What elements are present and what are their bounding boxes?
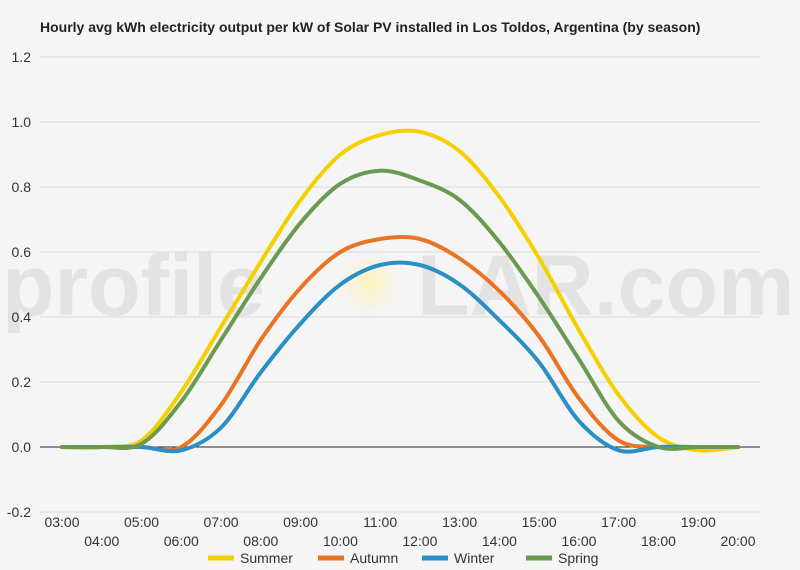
legend: Summer Autumn Winter Spring (208, 550, 598, 566)
legend-item-summer: Summer (208, 550, 293, 566)
y-tick-label: 1.2 (12, 49, 32, 65)
x-tick-label: 07:00 (204, 514, 239, 530)
x-tick-label: 13:00 (442, 514, 477, 530)
x-tick-label: 04:00 (84, 533, 119, 549)
legend-item-autumn: Autumn (318, 550, 398, 566)
watermark: profile LAR.com (2, 238, 794, 334)
legend-label: Spring (558, 550, 598, 566)
x-tick-label: 17:00 (601, 514, 636, 530)
x-tick-label: 05:00 (124, 514, 159, 530)
x-tick-label: 10:00 (323, 533, 358, 549)
x-tick-label: 06:00 (164, 533, 199, 549)
legend-item-spring: Spring (526, 550, 598, 566)
chart-title: Hourly avg kWh electricity output per kW… (40, 19, 701, 35)
series-line-winter (60, 260, 740, 454)
x-tick-label: 03:00 (44, 514, 79, 530)
y-tick-label: 0.0 (12, 439, 32, 455)
x-tick-label: 12:00 (402, 533, 437, 549)
watermark-text-left: profile (2, 238, 265, 334)
legend-label: Summer (240, 550, 293, 566)
y-tick-label: 0.8 (12, 179, 32, 195)
legend-item-winter: Winter (422, 550, 495, 566)
y-tick-label: -0.2 (7, 504, 31, 520)
watermark-sun-icon (336, 250, 404, 318)
x-tick-label: 20:00 (720, 533, 755, 549)
x-tick-label: 11:00 (363, 514, 397, 530)
x-tick-label: 19:00 (681, 514, 716, 530)
x-tick-label: 15:00 (522, 514, 557, 530)
series-line-spring (60, 168, 740, 451)
series-lines (60, 128, 740, 454)
y-tick-label: 0.6 (12, 244, 32, 260)
x-tick-label: 08:00 (243, 533, 278, 549)
y-tick-label: 0.4 (12, 309, 32, 325)
y-tick-label: 1.0 (12, 114, 32, 130)
x-tick-label: 14:00 (482, 533, 517, 549)
x-tick-label: 09:00 (283, 514, 318, 530)
legend-label: Autumn (350, 550, 398, 566)
watermark-text-right: LAR.com (417, 238, 794, 334)
legend-label: Winter (454, 550, 495, 566)
axes: -0.2 0.0 0.2 0.4 0.6 0.8 1.0 1.2 03:00 04:00 05:00… (7, 49, 756, 549)
series-line-summer (60, 128, 740, 453)
series-line-autumn (60, 234, 740, 453)
y-tick-label: 0.2 (12, 374, 32, 390)
x-tick-label: 18:00 (641, 533, 676, 549)
x-tick-label: 16:00 (561, 533, 596, 549)
